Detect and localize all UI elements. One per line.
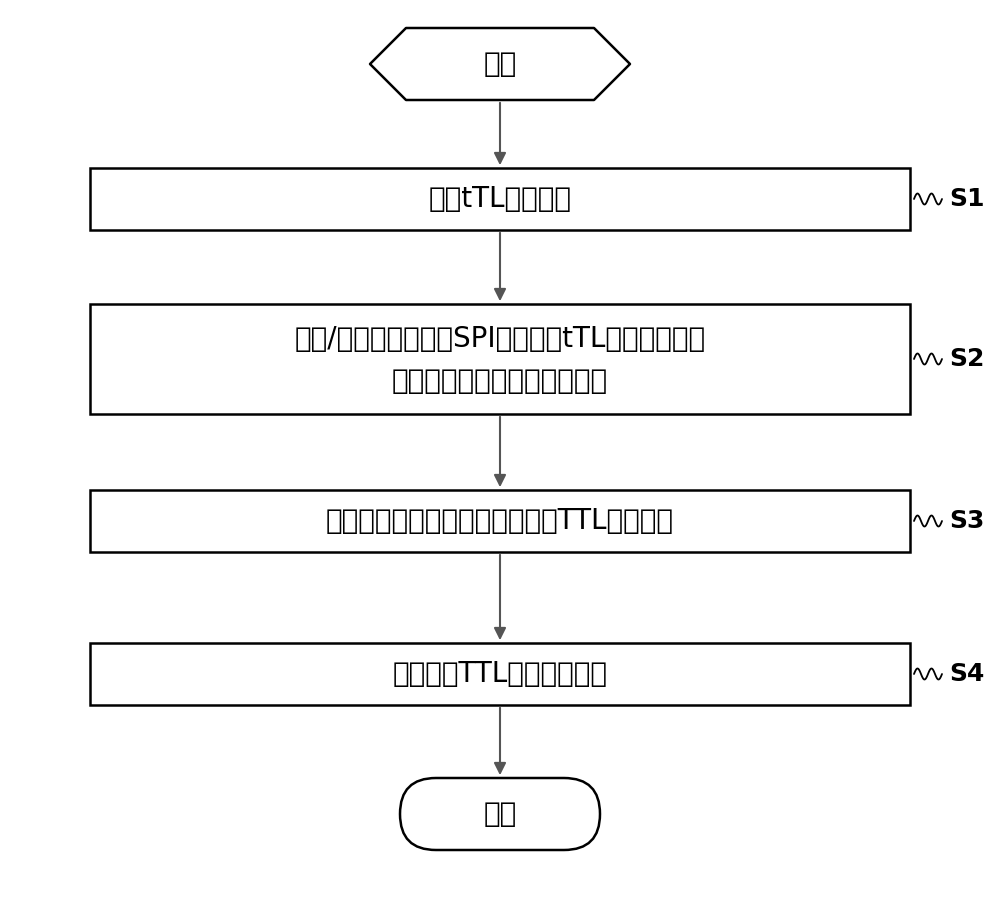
- Text: S2: S2: [949, 347, 984, 371]
- Text: 输出tTL电平信号: 输出tTL电平信号: [428, 185, 572, 213]
- Text: 结束: 结束: [483, 800, 517, 828]
- Bar: [90, 643, 910, 705]
- Text: S4: S4: [949, 662, 984, 686]
- Bar: [90, 304, 910, 414]
- Text: 成差分信号以进行远距离传输: 成差分信号以进行远距离传输: [392, 367, 608, 395]
- Text: 将主/从通信设备通过SPI总线输出tTL电平信号转换: 将主/从通信设备通过SPI总线输出tTL电平信号转换: [294, 325, 706, 353]
- Text: 开始: 开始: [483, 50, 517, 78]
- Text: 将差分信号进行逆转换以恢复成TTL电平信号: 将差分信号进行逆转换以恢复成TTL电平信号: [326, 507, 674, 535]
- Polygon shape: [370, 28, 630, 100]
- Bar: [90, 168, 910, 230]
- Text: S3: S3: [949, 509, 984, 533]
- Bar: [90, 490, 910, 552]
- FancyBboxPatch shape: [400, 778, 600, 850]
- Text: S1: S1: [949, 187, 984, 211]
- Text: 将恢复的TTL电平信号传输: 将恢复的TTL电平信号传输: [392, 660, 608, 688]
